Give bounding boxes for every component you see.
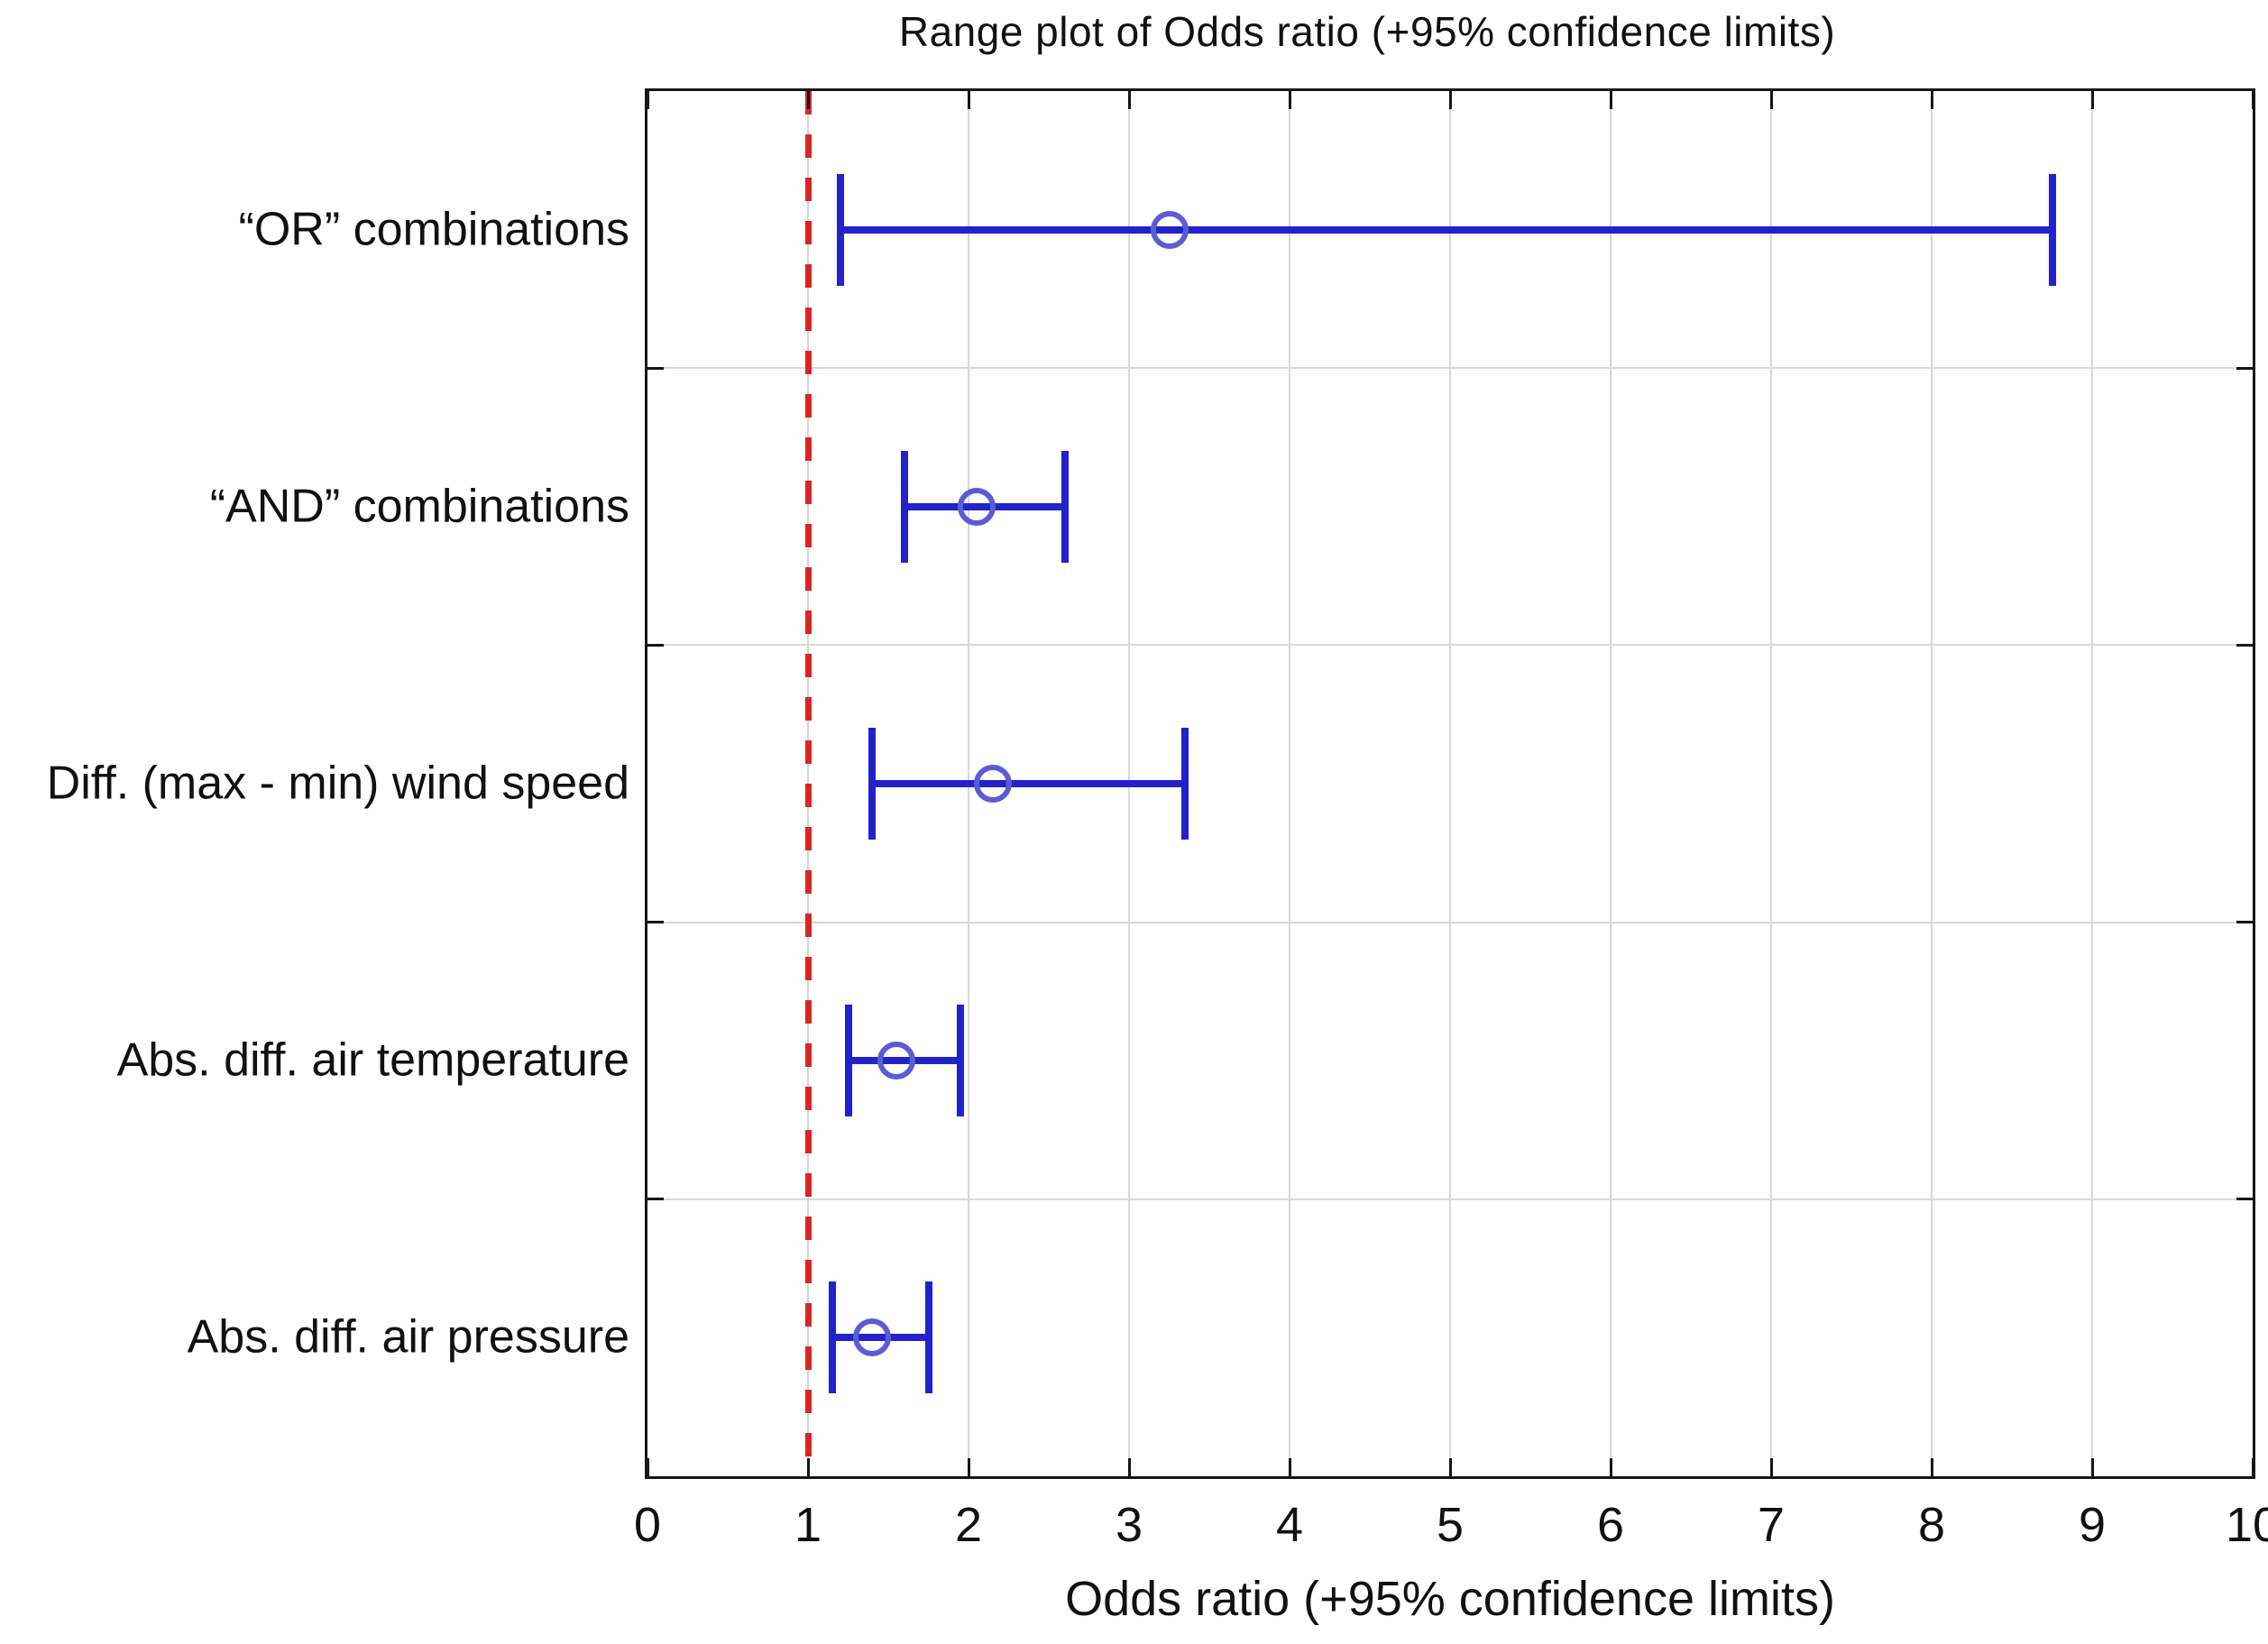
y-axis-tick-right bbox=[2236, 643, 2253, 647]
gridline-horizontal bbox=[647, 367, 2253, 370]
point-marker bbox=[877, 1042, 915, 1080]
error-bar-cap-high bbox=[957, 1005, 965, 1117]
x-tick-label: 7 bbox=[1757, 1498, 1786, 1552]
y-axis-tick-left bbox=[647, 366, 664, 370]
gridline-horizontal bbox=[647, 1198, 2253, 1200]
x-axis-tick-bottom bbox=[2090, 1458, 2094, 1476]
gridline-horizontal bbox=[647, 644, 2253, 647]
x-axis-tick-top bbox=[646, 91, 649, 109]
x-tick-label: 2 bbox=[954, 1498, 983, 1552]
error-bar-cap-low bbox=[844, 1005, 852, 1117]
x-axis-tick-top bbox=[1127, 91, 1131, 109]
category-label: “AND” combinations bbox=[209, 480, 629, 533]
x-axis-tick-bottom bbox=[1127, 1458, 1131, 1476]
error-bar-cap-low bbox=[900, 450, 908, 563]
y-axis-tick-right bbox=[2236, 366, 2253, 370]
gridline-vertical bbox=[1449, 91, 1451, 1476]
x-tick-label: 1 bbox=[794, 1498, 822, 1552]
x-tick-label: 10 bbox=[2225, 1498, 2268, 1552]
error-bar-cap-low bbox=[836, 173, 844, 286]
x-axis-tick-top bbox=[1288, 91, 1291, 109]
error-bar-cap-high bbox=[924, 1281, 932, 1394]
x-axis-tick-bottom bbox=[1288, 1458, 1291, 1476]
x-axis-tick-bottom bbox=[967, 1458, 970, 1476]
x-axis-tick-bottom bbox=[806, 1458, 810, 1476]
x-tick-label: 0 bbox=[633, 1498, 662, 1552]
x-axis-tick-top bbox=[1448, 91, 1452, 109]
error-bar-cap-high bbox=[1061, 450, 1069, 563]
x-axis-tick-top bbox=[1609, 91, 1612, 109]
point-marker bbox=[853, 1318, 892, 1357]
chart-title: Range plot of Odds ratio (+95% confidenc… bbox=[898, 8, 1836, 55]
error-bar-cap-high bbox=[1181, 728, 1189, 840]
gridline-horizontal bbox=[647, 921, 2253, 923]
x-axis-tick-top bbox=[967, 91, 970, 109]
y-axis-tick-left bbox=[647, 643, 664, 647]
x-tick-label: 3 bbox=[1115, 1498, 1143, 1552]
category-label: Abs. diff. air temperature bbox=[116, 1033, 629, 1087]
category-label: Diff. (max - min) wind speed bbox=[46, 757, 629, 810]
category-label: “OR” combinations bbox=[238, 203, 629, 255]
x-axis-label: Odds ratio (+95% confidence limits) bbox=[1065, 1572, 1835, 1626]
gridline-vertical bbox=[2091, 91, 2093, 1476]
x-axis-tick-bottom bbox=[1930, 1458, 1933, 1476]
plot-area bbox=[645, 88, 2255, 1479]
point-marker bbox=[957, 487, 996, 526]
y-axis-tick-left bbox=[647, 921, 664, 924]
gridline-vertical bbox=[1931, 91, 1933, 1476]
x-axis-tick-bottom bbox=[1769, 1458, 1773, 1476]
x-tick-label: 6 bbox=[1596, 1498, 1625, 1552]
x-axis-tick-bottom bbox=[646, 1458, 649, 1476]
x-tick-label: 4 bbox=[1275, 1498, 1304, 1552]
error-bar-line bbox=[840, 225, 2052, 234]
x-tick-label: 9 bbox=[2078, 1498, 2107, 1552]
x-axis-tick-top bbox=[1930, 91, 1933, 109]
x-axis-tick-top bbox=[806, 91, 810, 109]
x-tick-label: 8 bbox=[1917, 1498, 1946, 1552]
error-bar-cap-low bbox=[868, 728, 877, 840]
x-axis-tick-top bbox=[1769, 91, 1773, 109]
x-axis-tick-bottom bbox=[2251, 1458, 2254, 1476]
x-tick-label: 5 bbox=[1436, 1498, 1465, 1552]
y-axis-tick-right bbox=[2236, 921, 2253, 924]
gridline-vertical bbox=[1770, 91, 1772, 1476]
gridline-vertical bbox=[1289, 91, 1290, 1476]
error-bar-cap-high bbox=[2048, 173, 2056, 286]
point-marker bbox=[1150, 210, 1189, 249]
error-bar-line bbox=[872, 780, 1186, 787]
y-axis-tick-right bbox=[2236, 1198, 2253, 1201]
x-axis-tick-top bbox=[2090, 91, 2094, 109]
reference-line bbox=[804, 91, 812, 1476]
x-axis-tick-bottom bbox=[1448, 1458, 1452, 1476]
y-axis-tick-left bbox=[647, 1198, 664, 1201]
x-axis-tick-top bbox=[2251, 91, 2254, 109]
error-bar-cap-low bbox=[828, 1281, 836, 1394]
x-axis-tick-bottom bbox=[1609, 1458, 1612, 1476]
point-marker bbox=[973, 765, 1012, 803]
gridline-vertical bbox=[1610, 91, 1611, 1476]
category-label: Abs. diff. air pressure bbox=[187, 1310, 629, 1364]
